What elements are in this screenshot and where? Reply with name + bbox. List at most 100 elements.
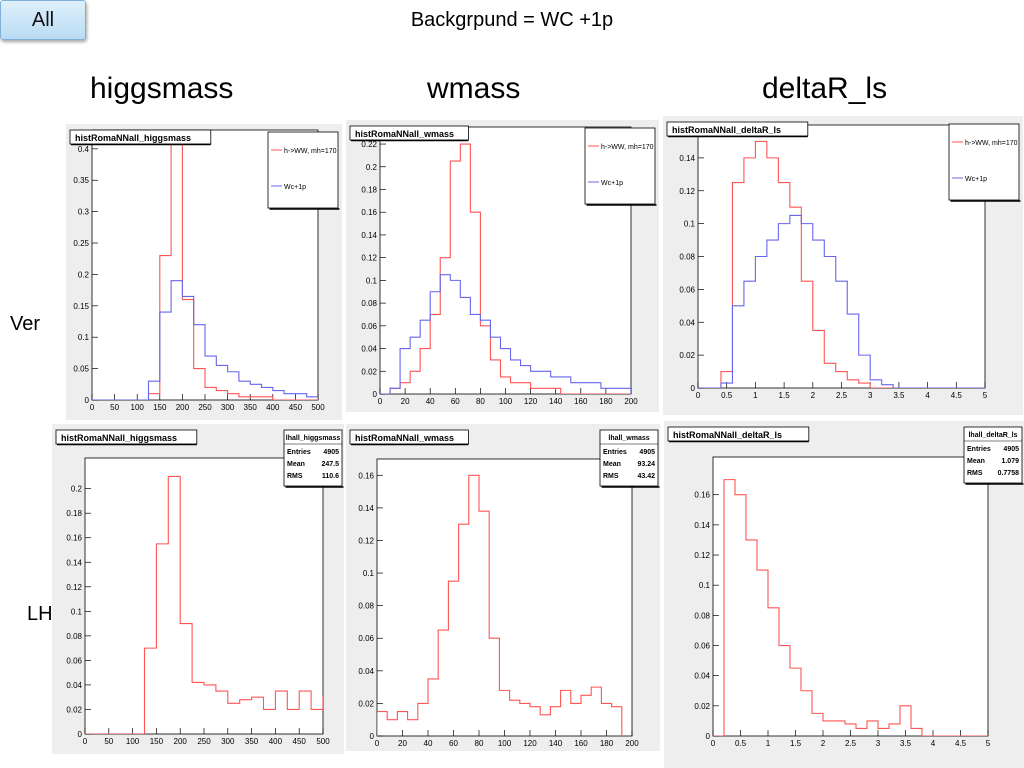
y-tick: 0.1: [78, 333, 98, 342]
y-tick: 0.08: [679, 253, 704, 262]
svg-text:93.24: 93.24: [637, 461, 655, 468]
histogram-series: [713, 479, 988, 736]
x-tick: 160: [574, 388, 588, 406]
y-tick: 0.18: [361, 185, 386, 194]
y-tick-label: 0.1: [71, 607, 83, 616]
y-tick-label: 0.1: [699, 581, 711, 590]
y-tick-label: 0.08: [361, 299, 377, 308]
y-tick: 0.14: [361, 231, 386, 240]
svg-text:Mean: Mean: [287, 461, 305, 468]
y-tick: 0.02: [358, 699, 383, 708]
x-tick: 140: [549, 388, 563, 406]
x-tick: 80: [475, 730, 484, 748]
svg-text:Entries: Entries: [287, 449, 311, 456]
y-tick: 0.08: [361, 299, 386, 308]
x-tick: 200: [176, 394, 190, 412]
x-tick: 0: [378, 388, 383, 406]
x-tick-label: 180: [599, 397, 613, 406]
y-tick: 0.3: [78, 208, 98, 217]
x-tick-label: 0: [696, 391, 701, 400]
x-tick-label: 0.5: [735, 739, 747, 748]
x-tick: 1.5: [790, 730, 802, 748]
y-tick-label: 0.15: [73, 302, 89, 311]
y-tick: 0.06: [694, 642, 719, 651]
x-tick-label: 40: [424, 739, 433, 748]
y-tick-label: 0.14: [679, 154, 695, 163]
y-tick-label: 0.14: [361, 231, 377, 240]
x-tick-label: 3: [868, 391, 873, 400]
y-tick: 0.04: [679, 318, 704, 327]
legend-entry: Wc+1p: [965, 176, 987, 183]
svg-text:RMS: RMS: [603, 473, 619, 480]
x-tick-label: 0: [83, 737, 88, 746]
x-tick-label: 400: [266, 403, 280, 412]
y-tick: 0.06: [66, 656, 91, 665]
y-tick: 0.08: [694, 611, 719, 620]
y-tick: 0.1: [699, 581, 719, 590]
all-button[interactable]: All: [0, 0, 86, 40]
column-title-higgsmass: higgsmass: [90, 72, 234, 105]
y-tick-label: 0.16: [361, 208, 377, 217]
x-tick-label: 2.5: [845, 739, 857, 748]
x-tick: 20: [398, 730, 407, 748]
legend-entry: h->WW, mh=170: [601, 144, 654, 151]
x-tick-label: 450: [289, 403, 303, 412]
y-tick-label: 0.02: [358, 699, 374, 708]
x-tick-label: 100: [126, 737, 140, 746]
x-tick-label: 100: [131, 403, 145, 412]
y-tick-label: 0.35: [73, 176, 89, 185]
x-tick-label: 60: [451, 397, 460, 406]
stats-box: lhall_wmass Entries 4905 Mean 93.24 RMS 43.42: [599, 429, 660, 488]
y-tick-label: 0.14: [66, 558, 82, 567]
y-tick: 0.12: [679, 187, 704, 196]
y-tick: 0.06: [679, 285, 704, 294]
y-tick-label: 0.12: [66, 583, 82, 592]
svg-text:histRomaNNall_higgsmass: histRomaNNall_higgsmass: [61, 433, 177, 443]
x-tick-label: 500: [311, 403, 325, 412]
x-tick-label: 50: [110, 403, 119, 412]
svg-text:247.5: 247.5: [321, 461, 339, 468]
chart-ver-deltar: 0 0.02 0.04 0.06 0.08 0.1 0.12 0.14 0 0.5 1 1.5 2 2.5…: [663, 116, 1023, 415]
y-tick: 0.12: [361, 254, 386, 263]
x-tick: 100: [499, 388, 513, 406]
svg-text:lhall_higgsmass: lhall_higgsmass: [286, 435, 341, 442]
x-tick: 100: [126, 728, 140, 746]
y-tick: 0.05: [73, 365, 98, 374]
svg-text:0.7758: 0.7758: [998, 470, 1020, 477]
x-tick-label: 40: [426, 397, 435, 406]
y-tick-label: 0.02: [679, 351, 695, 360]
x-tick-label: 0: [90, 403, 95, 412]
x-tick-label: 20: [401, 397, 410, 406]
y-tick-label: 0.1: [366, 276, 378, 285]
x-tick: 180: [599, 388, 613, 406]
x-tick: 50: [110, 394, 120, 412]
y-tick-label: 0.12: [358, 536, 374, 545]
x-tick-label: 2: [821, 739, 826, 748]
legend-entry: Wc+1p: [601, 180, 623, 187]
y-tick: 0.08: [66, 632, 91, 641]
y-tick: 0.04: [361, 345, 386, 354]
y-tick: 0: [370, 732, 383, 741]
histogram-series: [698, 140, 985, 388]
y-tick-label: 0.04: [694, 672, 710, 681]
y-tick-label: 0.05: [73, 365, 89, 374]
y-tick: 0.2: [366, 163, 386, 172]
chart-lh-higgsmass: 0 0.02 0.04 0.06 0.08 0.1 0.12 0.14 0.16 0.18 0.2 0…: [52, 424, 344, 754]
y-tick: 0.25: [73, 239, 98, 248]
x-tick: 3.5: [900, 730, 912, 748]
y-tick-label: 0.4: [78, 145, 90, 154]
x-tick: 0: [711, 730, 716, 748]
svg-text:Entries: Entries: [603, 449, 627, 456]
y-tick: 0.18: [66, 509, 91, 518]
y-tick-label: 0.2: [78, 270, 90, 279]
x-tick: 60: [449, 730, 458, 748]
x-tick: 3: [876, 730, 881, 748]
y-tick-label: 0.1: [363, 569, 375, 578]
y-tick-label: 0.12: [694, 551, 710, 560]
svg-text:histRomaNNall_wmass: histRomaNNall_wmass: [355, 433, 454, 443]
y-tick-label: 0.02: [694, 702, 710, 711]
y-tick-label: 0.04: [361, 345, 377, 354]
x-tick: 4: [931, 730, 936, 748]
x-tick: 2: [821, 730, 826, 748]
x-tick-label: 2: [811, 391, 816, 400]
